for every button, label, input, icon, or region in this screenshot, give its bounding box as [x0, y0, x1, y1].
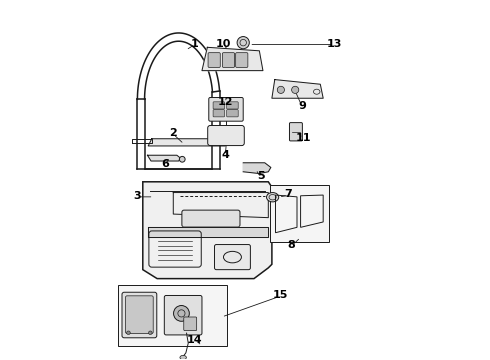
Polygon shape	[147, 155, 180, 161]
Polygon shape	[148, 139, 225, 146]
Text: 6: 6	[161, 159, 170, 169]
FancyBboxPatch shape	[208, 126, 245, 145]
FancyBboxPatch shape	[182, 210, 240, 227]
FancyBboxPatch shape	[213, 110, 224, 117]
Text: 8: 8	[288, 239, 295, 249]
Text: 10: 10	[216, 39, 231, 49]
FancyBboxPatch shape	[236, 53, 248, 67]
FancyBboxPatch shape	[227, 110, 238, 117]
FancyBboxPatch shape	[215, 244, 250, 270]
Ellipse shape	[180, 355, 186, 360]
FancyBboxPatch shape	[164, 296, 202, 335]
FancyBboxPatch shape	[290, 123, 302, 141]
Ellipse shape	[267, 193, 279, 202]
Text: 9: 9	[298, 102, 306, 112]
Circle shape	[292, 86, 299, 94]
Bar	[270, 185, 329, 242]
Text: 11: 11	[295, 133, 311, 143]
FancyBboxPatch shape	[184, 317, 196, 330]
Bar	[118, 285, 227, 346]
Text: 1: 1	[191, 40, 198, 49]
Polygon shape	[148, 226, 269, 237]
Circle shape	[126, 331, 130, 334]
Circle shape	[237, 37, 249, 49]
Polygon shape	[143, 182, 272, 279]
Polygon shape	[202, 47, 263, 71]
Circle shape	[148, 331, 152, 334]
Text: 15: 15	[273, 291, 289, 301]
FancyBboxPatch shape	[222, 53, 235, 67]
FancyBboxPatch shape	[125, 296, 153, 333]
Circle shape	[277, 86, 285, 94]
FancyBboxPatch shape	[209, 98, 243, 121]
Text: 14: 14	[187, 334, 202, 345]
FancyBboxPatch shape	[122, 292, 157, 338]
FancyBboxPatch shape	[208, 53, 220, 67]
Text: 12: 12	[218, 97, 233, 107]
Text: 13: 13	[326, 39, 342, 49]
Polygon shape	[243, 163, 271, 174]
Circle shape	[179, 156, 185, 162]
FancyBboxPatch shape	[213, 102, 224, 109]
Text: 4: 4	[221, 150, 229, 160]
Text: 5: 5	[257, 171, 265, 181]
Text: 7: 7	[284, 189, 292, 199]
Circle shape	[173, 306, 189, 321]
Text: 3: 3	[134, 191, 141, 201]
Polygon shape	[272, 80, 323, 98]
Text: 2: 2	[170, 129, 177, 138]
FancyBboxPatch shape	[227, 102, 238, 109]
